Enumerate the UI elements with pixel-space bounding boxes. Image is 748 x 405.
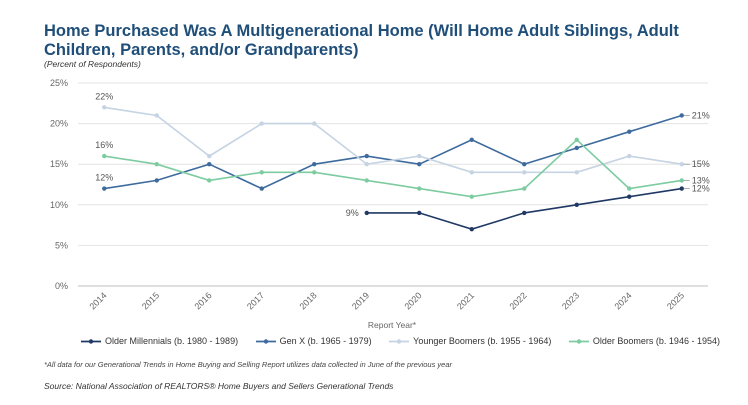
series-line	[104, 138, 682, 198]
x-tick-label: 2021	[455, 290, 476, 311]
data-label: 12%	[95, 173, 113, 183]
legend-swatch	[81, 338, 101, 344]
source-note: Source: National Association of REALTORS…	[44, 381, 394, 391]
legend-label: Older Boomers (b. 1946 - 1954)	[592, 336, 720, 346]
y-tick-label: 25%	[50, 78, 68, 88]
data-point	[522, 186, 527, 191]
data-point	[417, 210, 422, 216]
legend-label: Younger Boomers (b. 1955 - 1964)	[413, 336, 552, 346]
data-label: 15%	[692, 159, 710, 169]
data-point	[679, 178, 684, 183]
data-point	[469, 170, 474, 175]
data-point	[417, 186, 422, 191]
x-tick-label: 2024	[612, 290, 633, 311]
x-tick-label: 2015	[140, 290, 161, 311]
data-point	[102, 105, 107, 110]
series-line	[104, 106, 682, 174]
x-tick-label: 2020	[402, 290, 423, 311]
legend-label: Older Millennials (b. 1980 - 1989)	[105, 336, 239, 346]
data-label: 22%	[95, 91, 113, 101]
data-point	[522, 170, 527, 175]
x-tick-label: 2014	[87, 290, 108, 311]
data-point	[469, 226, 474, 232]
data-point	[469, 137, 474, 143]
y-tick-label: 0%	[55, 281, 68, 291]
footnote: *All data for our Generational Trends in…	[44, 360, 453, 369]
legend-swatch	[255, 338, 276, 344]
series-line	[104, 114, 683, 190]
chart-title: Home Purchased Was A Multigenerational H…	[44, 22, 679, 59]
legend-label: Gen X (b. 1965 - 1979)	[279, 336, 372, 346]
x-tick-label: 2016	[192, 290, 213, 311]
data-point	[574, 170, 579, 175]
data-label: 13%	[692, 175, 710, 185]
line-chart: 0% 5% 10% 15% 20% 25% 2014 2015 2016 2017 2018 2019…	[50, 78, 710, 330]
y-tick-label: 10%	[50, 200, 68, 210]
data-point	[312, 170, 317, 175]
x-axis-label: Report Year*	[368, 320, 417, 330]
data-point	[364, 178, 369, 183]
legend: Older Millennials (b. 1980 - 1989) Gen X …	[80, 336, 720, 346]
data-point	[574, 137, 579, 143]
data-point	[627, 129, 632, 134]
data-point	[312, 162, 317, 167]
data-point	[574, 202, 579, 207]
x-tick-label: 2025	[665, 290, 686, 311]
data-point	[364, 153, 369, 159]
y-tick-label: 15%	[50, 159, 68, 169]
x-tick-label: 2018	[297, 290, 318, 311]
data-point	[522, 210, 527, 216]
data-point	[627, 194, 632, 199]
data-label: 12%	[692, 184, 710, 194]
data-point	[469, 194, 474, 199]
data-point	[154, 113, 159, 118]
legend-swatch	[389, 338, 410, 344]
grid-lines	[78, 82, 708, 287]
data-point	[627, 153, 632, 159]
x-tick-label: 2017	[245, 290, 266, 311]
data-labels: 9% 12% 12% 21% 22% 15% 16% 13%	[95, 91, 710, 218]
data-point	[679, 186, 684, 191]
data-point	[154, 178, 159, 183]
data-point	[679, 113, 684, 118]
data-point	[364, 210, 369, 216]
data-point	[207, 153, 212, 159]
legend-item: Younger Boomers (b. 1955 - 1964)	[388, 336, 551, 346]
data-point	[102, 186, 107, 191]
data-point	[574, 145, 579, 151]
series-lines	[102, 105, 684, 232]
legend-swatch	[568, 338, 589, 344]
data-label: 21%	[692, 110, 710, 120]
data-label: 9%	[346, 208, 359, 218]
legend-item: Older Boomers (b. 1946 - 1954)	[568, 336, 720, 346]
legend-item: Gen X (b. 1965 - 1979)	[255, 336, 372, 346]
data-point	[627, 186, 632, 191]
data-point	[259, 186, 264, 191]
data-point	[679, 162, 684, 167]
data-point	[207, 178, 212, 183]
chart-subtitle: (Percent of Respondents)	[44, 59, 141, 69]
data-point	[259, 170, 264, 175]
legend-item: Older Millennials (b. 1980 - 1989)	[80, 336, 238, 346]
x-tick-label: 2019	[350, 290, 371, 311]
data-point	[312, 121, 317, 126]
y-tick-label: 5%	[55, 240, 68, 250]
data-point	[417, 153, 422, 159]
data-point	[154, 162, 159, 167]
y-tick-label: 20%	[50, 119, 68, 129]
data-point	[207, 162, 212, 167]
data-label: 16%	[95, 140, 113, 150]
x-tick-label: 2022	[507, 290, 528, 311]
data-point	[102, 153, 107, 159]
data-point	[522, 162, 527, 167]
data-point	[259, 121, 264, 126]
data-point	[417, 162, 422, 167]
series-line	[366, 187, 682, 231]
x-tick-label: 2023	[560, 290, 581, 311]
data-point	[364, 162, 369, 167]
